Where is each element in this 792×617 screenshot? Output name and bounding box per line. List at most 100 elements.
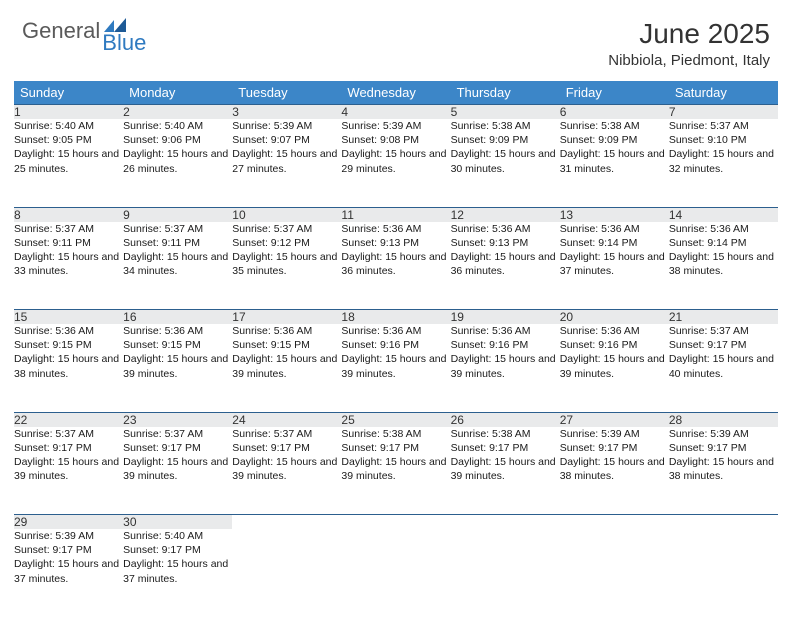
day-cell: Sunrise: 5:37 AMSunset: 9:17 PMDaylight:… — [669, 324, 778, 412]
day-cell: Sunrise: 5:36 AMSunset: 9:14 PMDaylight:… — [560, 222, 669, 310]
sunset-line: Sunset: 9:17 PM — [123, 543, 232, 557]
day-cell: Sunrise: 5:38 AMSunset: 9:17 PMDaylight:… — [451, 427, 560, 515]
day-number: 6 — [560, 105, 669, 120]
day-number: 7 — [669, 105, 778, 120]
day-number: 17 — [232, 310, 341, 325]
daylight-line: Daylight: 15 hours and 37 minutes. — [560, 250, 669, 278]
day-number: 29 — [14, 515, 123, 530]
daylight-line: Daylight: 15 hours and 39 minutes. — [341, 352, 450, 380]
sunset-line: Sunset: 9:17 PM — [14, 441, 123, 455]
calendar-body: 1234567Sunrise: 5:40 AMSunset: 9:05 PM Da… — [14, 105, 778, 617]
sunrise-line: Sunrise: 5:38 AM — [341, 427, 450, 441]
location: Nibbiola, Piedmont, Italy — [608, 52, 770, 69]
logo: GeneralBlue — [22, 18, 146, 54]
day-cell: Sunrise: 5:36 AMSunset: 9:16 PMDaylight:… — [341, 324, 450, 412]
day-number-empty — [560, 515, 669, 530]
calendar-table: Sunday Monday Tuesday Wednesday Thursday… — [14, 81, 778, 617]
day-number: 24 — [232, 412, 341, 427]
day-content-row: Sunrise: 5:39 AMSunset: 9:17 PMDaylight:… — [14, 529, 778, 617]
day-number-row: 2930 — [14, 515, 778, 530]
sunset-line: Sunset: 9:12 PM — [232, 236, 341, 250]
sunset-line: Sunset: 9:05 PM — [14, 133, 123, 147]
sunrise-line: Sunrise: 5:38 AM — [451, 427, 560, 441]
sunset-line: Sunset: 9:07 PM — [232, 133, 341, 147]
sunrise-line: Sunrise: 5:36 AM — [341, 222, 450, 236]
sunrise-line: Sunrise: 5:36 AM — [341, 324, 450, 338]
day-number: 19 — [451, 310, 560, 325]
sunrise-line: Sunrise: 5:37 AM — [669, 119, 778, 133]
sunset-line: Sunset: 9:17 PM — [232, 441, 341, 455]
day-content-row: Sunrise: 5:40 AMSunset: 9:05 PM Daylight:… — [14, 119, 778, 207]
day-number-row: 891011121314 — [14, 207, 778, 222]
sunrise-line: Sunrise: 5:37 AM — [14, 427, 123, 441]
day-number: 3 — [232, 105, 341, 120]
weekday-header: Monday — [123, 81, 232, 105]
sunrise-line: Sunrise: 5:39 AM — [341, 119, 450, 133]
daylight-line: Daylight: 15 hours and 34 minutes. — [123, 250, 232, 278]
day-cell-empty — [560, 529, 669, 617]
weekday-header: Saturday — [669, 81, 778, 105]
sunset-line: Sunset: 9:17 PM — [669, 338, 778, 352]
day-content-row: Sunrise: 5:37 AMSunset: 9:17 PMDaylight:… — [14, 427, 778, 515]
daylight-line: Daylight: 15 hours and 38 minutes. — [14, 352, 123, 380]
weekday-header: Friday — [560, 81, 669, 105]
day-cell: Sunrise: 5:39 AMSunset: 9:07 PMDaylight:… — [232, 119, 341, 207]
daylight-line: Daylight: 15 hours and 37 minutes. — [123, 557, 232, 585]
day-number-empty — [451, 515, 560, 530]
day-cell: Sunrise: 5:39 AMSunset: 9:17 PMDaylight:… — [560, 427, 669, 515]
sunrise-line: Sunrise: 5:36 AM — [669, 222, 778, 236]
logo-text-general: General — [22, 18, 100, 44]
sunrise-line: Sunrise: 5:37 AM — [232, 427, 341, 441]
sunrise-line: Sunrise: 5:38 AM — [560, 119, 669, 133]
sunrise-line: Sunrise: 5:40 AM — [14, 119, 123, 133]
sunset-line: Sunset: 9:14 PM — [669, 236, 778, 250]
day-number-empty — [232, 515, 341, 530]
sunset-line: Sunset: 9:16 PM — [560, 338, 669, 352]
day-cell: Sunrise: 5:36 AMSunset: 9:15 PMDaylight:… — [232, 324, 341, 412]
sunrise-line: Sunrise: 5:39 AM — [232, 119, 341, 133]
day-cell: Sunrise: 5:36 AMSunset: 9:14 PMDaylight:… — [669, 222, 778, 310]
sunset-line: Sunset: 9:17 PM — [560, 441, 669, 455]
day-cell: Sunrise: 5:39 AMSunset: 9:17 PMDaylight:… — [669, 427, 778, 515]
sunset-line: Sunset: 9:16 PM — [341, 338, 450, 352]
sunrise-line: Sunrise: 5:36 AM — [560, 222, 669, 236]
day-number: 9 — [123, 207, 232, 222]
day-cell: Sunrise: 5:36 AMSunset: 9:13 PMDaylight:… — [341, 222, 450, 310]
daylight-line: Daylight: 15 hours and 33 minutes. — [14, 250, 123, 278]
daylight-line: Daylight: 15 hours and 27 minutes. — [232, 147, 341, 175]
daylight-line: Daylight: 15 hours and 35 minutes. — [232, 250, 341, 278]
day-number: 25 — [341, 412, 450, 427]
daylight-line: Daylight: 15 hours and 29 minutes. — [341, 147, 450, 175]
sunrise-line: Sunrise: 5:37 AM — [123, 427, 232, 441]
daylight-line: Daylight: 15 hours and 39 minutes. — [232, 455, 341, 483]
weekday-header-row: Sunday Monday Tuesday Wednesday Thursday… — [14, 81, 778, 105]
daylight-line: Daylight: 15 hours and 36 minutes. — [341, 250, 450, 278]
day-number: 15 — [14, 310, 123, 325]
day-number: 22 — [14, 412, 123, 427]
day-number: 26 — [451, 412, 560, 427]
daylight-line: Daylight: 15 hours and 39 minutes. — [560, 352, 669, 380]
sunset-line: Sunset: 9:09 PM — [451, 133, 560, 147]
sunset-line: Sunset: 9:11 PM — [14, 236, 123, 250]
day-number-row: 1234567 — [14, 105, 778, 120]
day-cell: Sunrise: 5:36 AMSunset: 9:16 PMDaylight:… — [560, 324, 669, 412]
day-cell: Sunrise: 5:36 AMSunset: 9:13 PMDaylight:… — [451, 222, 560, 310]
day-cell-empty — [232, 529, 341, 617]
sunrise-line: Sunrise: 5:36 AM — [14, 324, 123, 338]
daylight-line: Daylight: 15 hours and 39 minutes. — [451, 352, 560, 380]
day-cell: Sunrise: 5:39 AMSunset: 9:08 PMDaylight:… — [341, 119, 450, 207]
sunrise-line: Sunrise: 5:39 AM — [14, 529, 123, 543]
day-number: 20 — [560, 310, 669, 325]
daylight-line: Daylight: 15 hours and 40 minutes. — [669, 352, 778, 380]
day-number: 13 — [560, 207, 669, 222]
sunset-line: Sunset: 9:17 PM — [341, 441, 450, 455]
daylight-line: Daylight: 15 hours and 39 minutes. — [14, 455, 123, 483]
sunset-line: Sunset: 9:13 PM — [341, 236, 450, 250]
daylight-line: Daylight: 15 hours and 38 minutes. — [560, 455, 669, 483]
sunrise-line: Sunrise: 5:37 AM — [14, 222, 123, 236]
day-number: 28 — [669, 412, 778, 427]
sunrise-line: Sunrise: 5:37 AM — [669, 324, 778, 338]
sunrise-line: Sunrise: 5:36 AM — [232, 324, 341, 338]
sunset-line: Sunset: 9:08 PM — [341, 133, 450, 147]
daylight-line: Daylight: 15 hours and 32 minutes. — [669, 147, 778, 175]
